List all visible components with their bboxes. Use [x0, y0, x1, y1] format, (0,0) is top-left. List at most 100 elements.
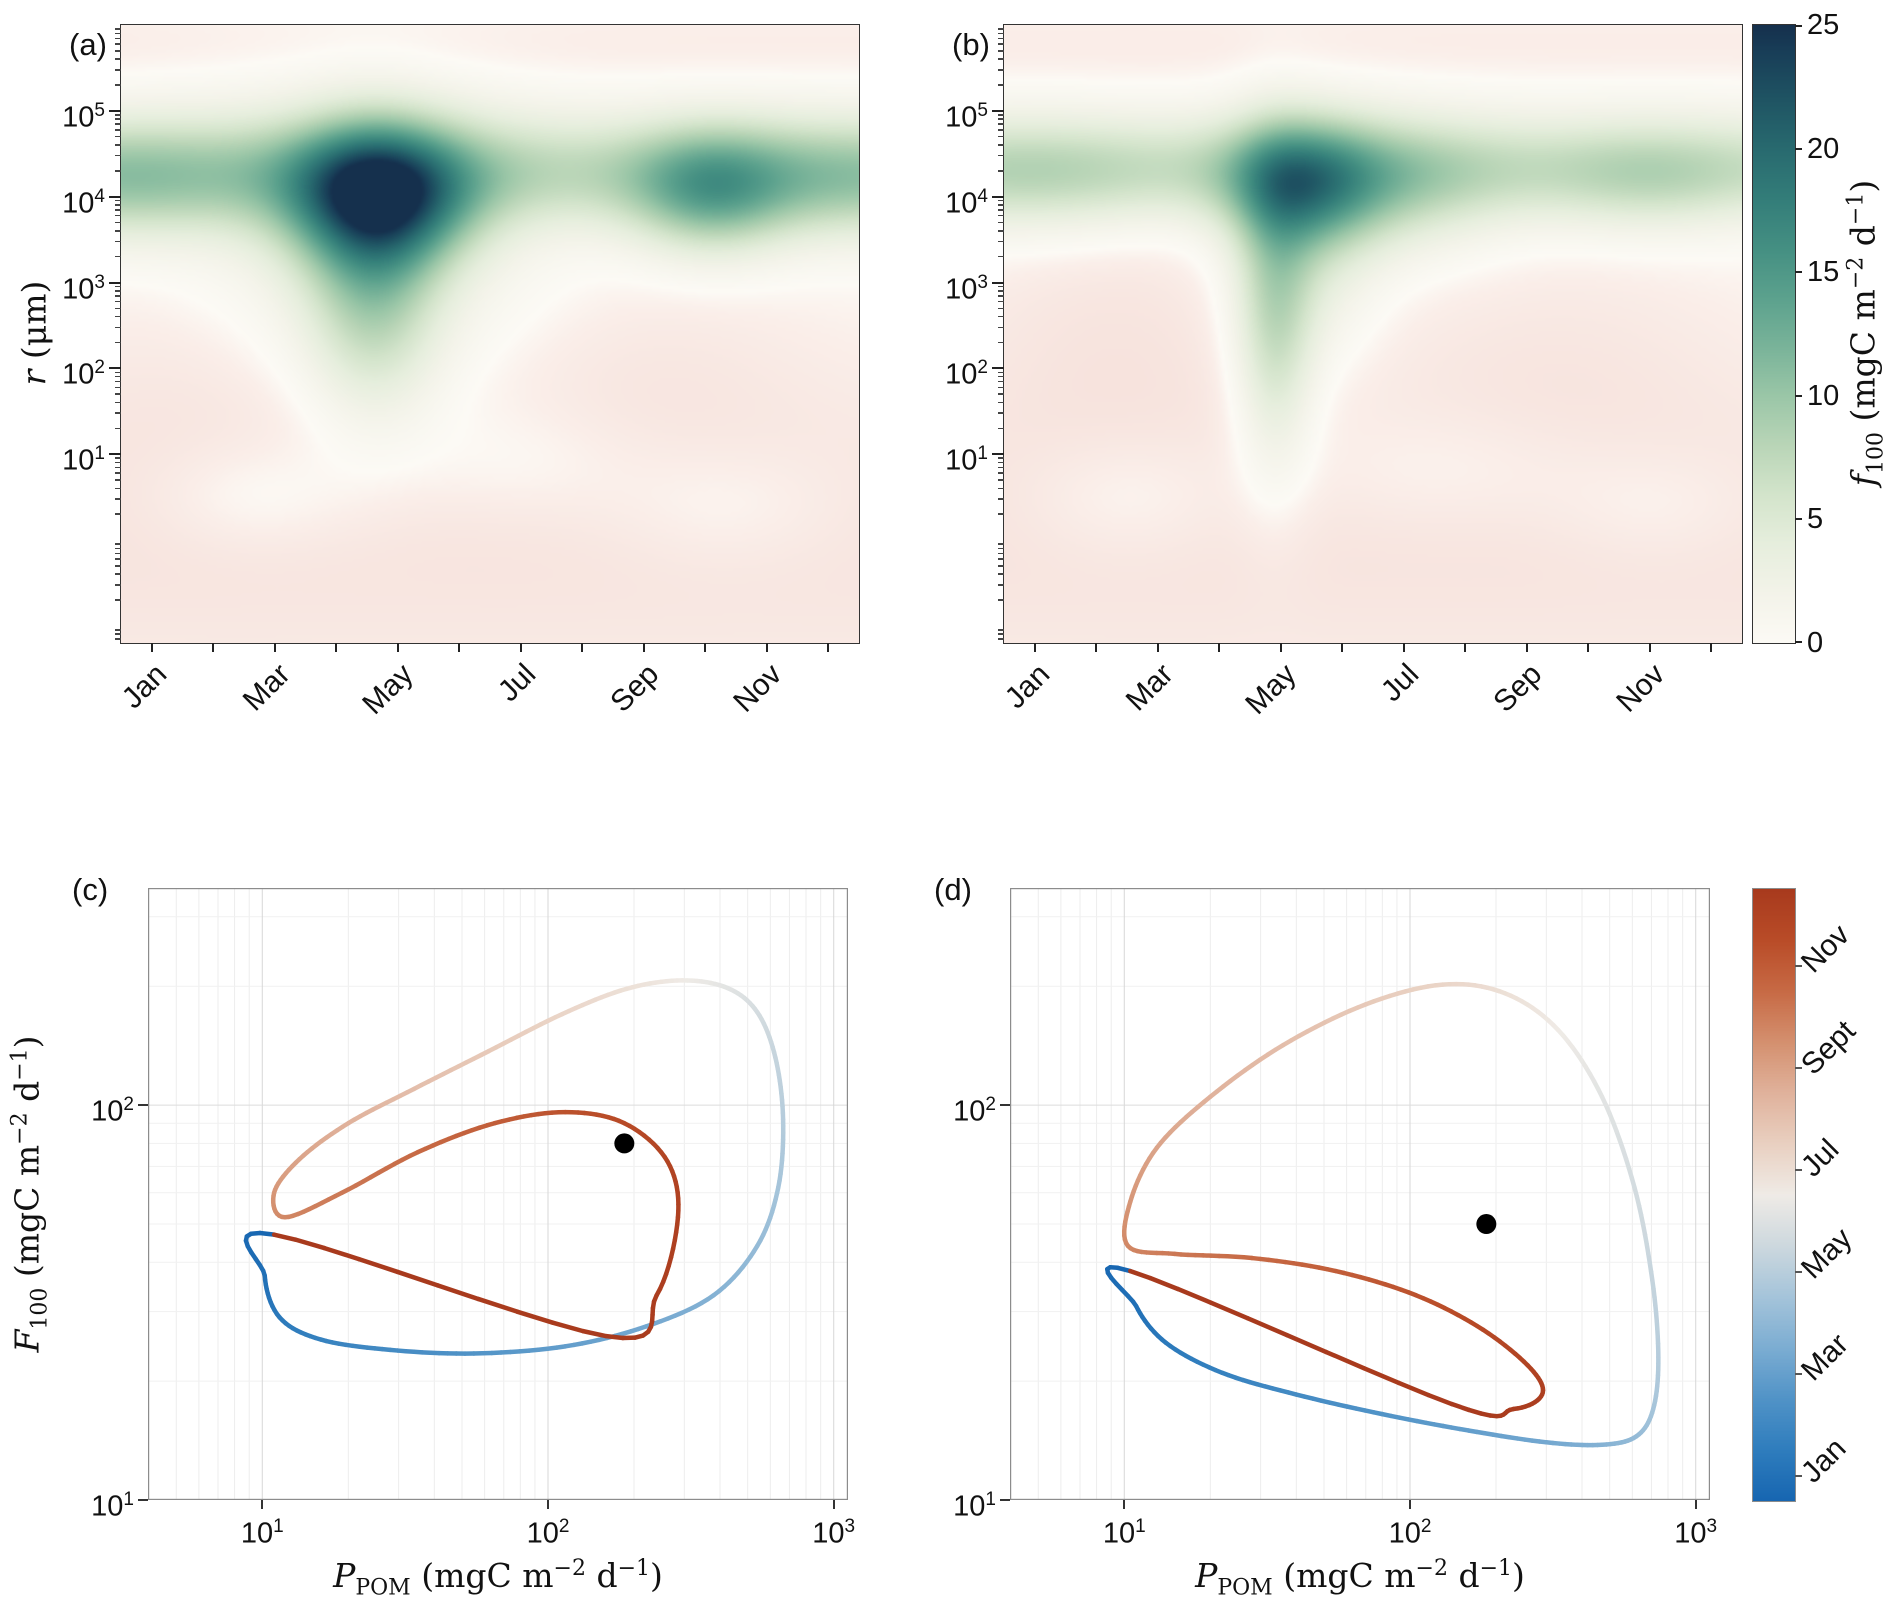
- y-tick-label: 102: [945, 357, 988, 391]
- x-tick: [1279, 643, 1282, 652]
- y-minor-tick: [115, 638, 121, 640]
- y-minor-tick: [998, 135, 1004, 138]
- x-tick: [396, 643, 399, 652]
- trajectory-segment: [435, 1283, 481, 1302]
- x-tick-label: 101: [1102, 1516, 1146, 1550]
- y-minor-tick: [998, 543, 1004, 545]
- y-minor-tick: [115, 50, 121, 52]
- y-minor-tick: [998, 69, 1004, 71]
- y-minor-tick: [115, 290, 121, 292]
- y-tick-label: 102: [91, 1094, 134, 1128]
- y-minor-tick: [998, 326, 1004, 329]
- y-tick: [109, 109, 121, 112]
- y-minor-tick: [115, 412, 121, 414]
- y-minor-tick: [115, 28, 121, 30]
- y-minor-tick: [115, 118, 121, 120]
- panel-d: (d) 101 102 103 101 102: [934, 872, 1717, 1549]
- x-tick: [1095, 643, 1098, 652]
- colorbar-tick: [1795, 1168, 1802, 1171]
- y-tick-label: 101: [953, 1489, 996, 1523]
- y-tick: [992, 281, 1004, 284]
- y-minor-tick: [115, 300, 121, 303]
- y-tick: [992, 367, 1004, 370]
- x-tick: [832, 1500, 835, 1509]
- y-minor-tick: [998, 629, 1004, 631]
- y-minor-tick: [115, 114, 121, 116]
- y-minor-tick: [998, 285, 1004, 288]
- plot-frame: [148, 888, 848, 1500]
- y-minor-tick: [998, 547, 1004, 550]
- flux-colorbar: 0 5 10 15 20 25: [1752, 10, 1839, 658]
- colorbar-tick: [1795, 1372, 1802, 1375]
- x-month-label: Sep: [1487, 657, 1549, 719]
- trajectory-segment: [1208, 1300, 1251, 1321]
- colorbar-tick: [1795, 394, 1802, 397]
- y-minor-tick: [998, 466, 1004, 469]
- y-minor-tick: [115, 565, 121, 567]
- trajectory-segment: [322, 1245, 362, 1262]
- y-minor-tick: [998, 170, 1004, 172]
- panel-label-b: (b): [952, 27, 990, 62]
- y-minor-tick: [115, 629, 121, 631]
- x-month-label: Jan: [999, 657, 1057, 716]
- trajectory-segment: [1245, 1316, 1290, 1338]
- colorbar-tick-label: 10: [1807, 379, 1840, 412]
- x-tick: [1156, 643, 1159, 652]
- colorbar-month-label: Nov: [1794, 917, 1857, 979]
- x-tick: [212, 643, 215, 652]
- panel-a: (a) 101 102 103 104 105 Jan Mar May Jul Sep Nov: [62, 24, 860, 721]
- y-minor-tick: [115, 558, 121, 560]
- y-minor-tick: [998, 32, 1004, 35]
- y-tick-label: 101: [945, 443, 988, 477]
- y-minor-tick: [115, 479, 121, 481]
- x-tick-label: 102: [526, 1516, 570, 1550]
- trajectory-segment: [1426, 1392, 1454, 1407]
- y-tick: [992, 109, 1004, 112]
- y-minor-tick: [998, 457, 1004, 459]
- y-minor-tick: [115, 466, 121, 469]
- y-tick-label: 104: [945, 185, 988, 220]
- y-minor-tick: [998, 638, 1004, 640]
- trajectory-segment: [475, 1296, 520, 1314]
- x-tick: [1694, 1500, 1697, 1509]
- colorbar-month-label: Jul: [1794, 1132, 1846, 1183]
- flux-colorbar-label: f100 (mgC m−2 d−1): [1843, 179, 1889, 487]
- panel-label-c: (c): [72, 872, 109, 907]
- y-minor-tick: [998, 28, 1004, 30]
- trajectory-segment: [604, 1333, 626, 1341]
- y-minor-tick: [115, 599, 121, 601]
- y-minor-tick: [115, 204, 121, 206]
- y-minor-tick: [998, 50, 1004, 52]
- month-colorbar-gradient: [1753, 889, 1795, 1501]
- x-month-label: Mar: [1119, 657, 1180, 718]
- y-minor-tick: [998, 479, 1004, 481]
- colorbar-month-label: Jan: [1794, 1431, 1853, 1489]
- heatmap-a-canvas: [121, 25, 859, 643]
- y-minor-tick: [998, 573, 1004, 575]
- x-tick: [1648, 643, 1651, 652]
- y-minor-tick: [115, 123, 121, 125]
- y-tick: [138, 1104, 148, 1107]
- y-minor-tick: [998, 129, 1004, 131]
- y-minor-tick: [998, 307, 1004, 310]
- x-month-label: Nov: [1610, 657, 1672, 719]
- y-minor-tick: [115, 199, 121, 202]
- y-minor-tick: [998, 114, 1004, 116]
- y-tick-label: 102: [62, 357, 105, 391]
- x-tick: [150, 643, 153, 652]
- y-minor-tick: [998, 209, 1004, 211]
- y-tick: [992, 453, 1004, 456]
- colorbar-tick-label: 15: [1807, 256, 1840, 289]
- y-minor-tick: [115, 427, 121, 430]
- y-minor-tick: [998, 58, 1004, 60]
- x-tick: [1123, 1500, 1126, 1509]
- trajectory-segment: [271, 1232, 298, 1242]
- x-tick-label: 103: [1674, 1516, 1718, 1550]
- colorbar-month-label: Mar: [1794, 1326, 1855, 1387]
- x-tick: [1341, 643, 1344, 652]
- y-minor-tick: [115, 43, 121, 45]
- y-minor-tick: [998, 558, 1004, 560]
- panel-label-d: (d): [934, 872, 972, 907]
- y-minor-tick: [998, 380, 1004, 383]
- y-minor-tick: [115, 393, 121, 395]
